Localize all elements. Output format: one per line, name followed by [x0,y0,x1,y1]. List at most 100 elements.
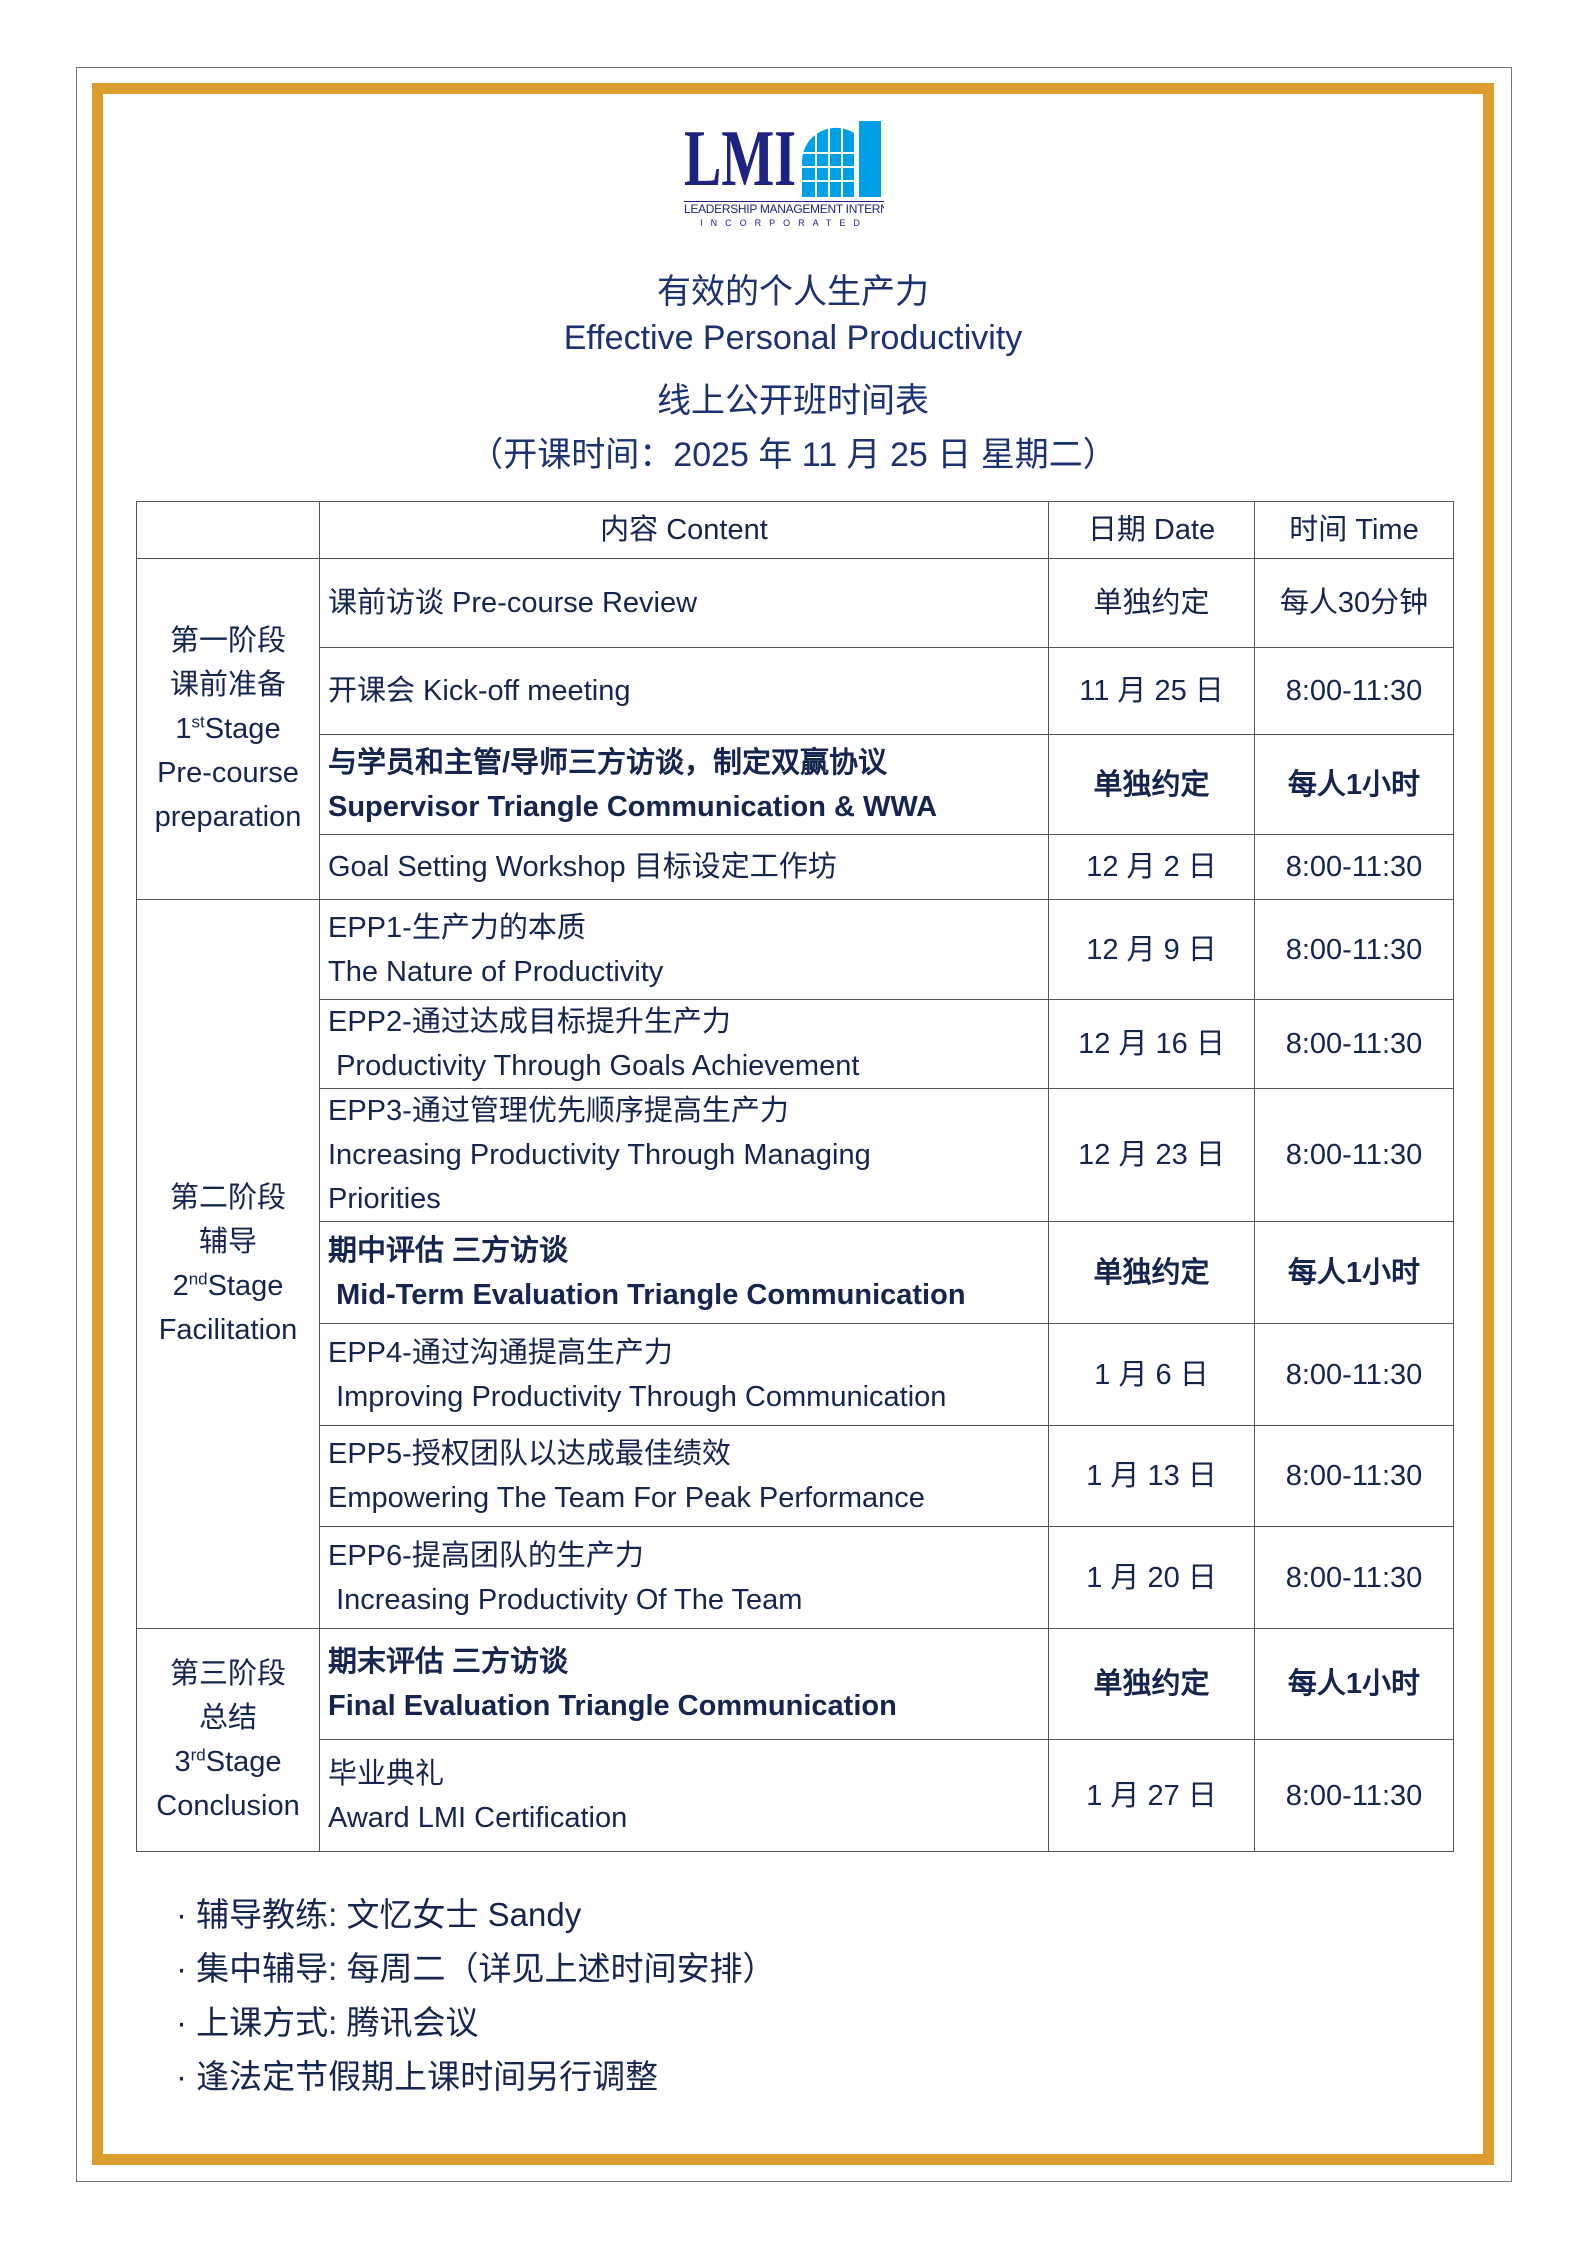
content-line1: 期中评估 三方访谈 [328,1234,569,1267]
title-chinese: 有效的个人生产力 [657,273,929,311]
date-cell: 12 月 16 日 [1048,999,1255,1089]
content-cell: 开课会 Kick-off meeting [319,647,1049,735]
stage-cn1: 第二阶段 [169,1182,286,1214]
time-cell: 8:00-11:30 [1254,1425,1454,1527]
content-line1: Goal Setting Workshop 目标设定工作坊 [328,851,837,883]
content-line2: Increasing Productivity Through Managing [328,1139,871,1171]
date-cell: 12 月 23 日 [1048,1088,1255,1222]
stage-number: 3rdStage [174,1745,282,1778]
page-outer-border [76,67,1512,2182]
time-cell: 8:00-11:30 [1254,1088,1454,1222]
time-cell: 8:00-11:30 [1254,999,1454,1089]
note-item: · 逢法定节假期上课时间另行调整 [176,2058,659,2095]
content-line1: 期末评估 三方访谈 [328,1646,569,1678]
stage-cell: 第三阶段 总结 3rdStage Conclusion [136,1628,320,1852]
content-line3: Priorities [328,1183,441,1215]
date-cell: 单独约定 [1048,558,1255,648]
note-item: · 上课方式: 腾讯会议 [176,2004,479,2041]
table-row: 第一阶段课前准备 1stStage Pre-course preparation 课前访… [136,558,1454,900]
start-date: （开课时间：2025 年 11 月 25 日 星期二） [469,436,1117,474]
content-cell: 期中评估 三方访谈 Mid-Term Evaluation Triangle C… [319,1221,1049,1324]
content-cell: 期末评估 三方访谈 Final Evaluation Triangle Commu… [319,1628,1049,1740]
stage-number: 1stStage [175,712,281,745]
content-cell: EPP2-通过达成目标提升生产力 Productivity Through Go… [319,999,1049,1089]
date-cell: 11 月 25 日 [1048,647,1255,735]
note-item: · 辅导教练: 文忆女士 Sandy [176,1896,582,1933]
table-row: EPP3-通过管理优先顺序提高生产力 Increasing Productivit… [137,1088,1454,1222]
content-line2: Productivity Through Goals Achievement [328,1050,860,1082]
date-cell: 1 月 20 日 [1048,1526,1255,1629]
time-cell: 每人1小时 [1254,734,1454,835]
content-line1: EPP2-通过达成目标提升生产力 [328,1006,731,1038]
table-row: EPP6-提高团队的生产力 Increasing Productivity Of… [137,1526,1454,1629]
content-line2: Final Evaluation Triangle Communication [328,1690,897,1722]
table-row: 毕业典礼 Award LMI Certification 1 月 27 日 8:00-… [137,1739,1454,1852]
subtitle: 线上公开班时间表 [657,382,929,420]
stage-en1: Facilitation [158,1314,298,1346]
stage-cn2: 辅导 [198,1226,257,1258]
note-item: · 集中辅导: 每周二（详见上述时间安排） [176,1950,776,1987]
stage-cn2: 总结 [198,1702,257,1734]
time-cell: 每人30分钟 [1254,558,1454,648]
content-line2: Award LMI Certification [328,1801,628,1834]
logo-incorporated: INCORPORATED [700,218,868,228]
date-cell: 1 月 13 日 [1048,1425,1255,1527]
table-header-row: 内容 Content 日期 Date 时间 Time [136,501,1454,559]
time-cell: 8:00-11:30 [1254,1526,1454,1629]
table-row: 开课会 Kick-off meeting 11 月 25 日 8:00-11:30 [137,647,1454,735]
stage-en1: Conclusion [156,1790,300,1822]
date-cell: 12 月 9 日 [1048,899,1255,1000]
content-line2: The Nature of Productivity [328,955,664,988]
title-english: Effective Personal Productivity [563,319,1023,357]
date-cell: 单独约定 [1048,1628,1255,1740]
content-cell: 与学员和主管/导师三方访谈，制定双赢协议 Supervisor Triangle … [319,734,1049,835]
lmi-logo: LMI LEADERSHIP MANAGEMENT INTERNATIONAL … [684,115,884,235]
stage-en1: Pre-course [157,757,299,789]
content-line1: 与学员和主管/导师三方访谈，制定双赢协议 [328,746,888,779]
time-cell: 每人1小时 [1254,1221,1454,1324]
table-row: 第二阶段辅导 2ndStage Facilitation EPP1-生产力的本质 The… [136,899,1454,1629]
date-cell: 单独约定 [1048,734,1255,835]
table-row: EPP2-通过达成目标提升生产力 Productivity Through Go… [137,999,1454,1089]
date-cell: 12 月 2 日 [1048,834,1255,900]
date-cell: 单独约定 [1048,1221,1255,1324]
column-header-content: 内容 Content [319,501,1049,559]
content-line1: EPP4-通过沟通提高生产力 [328,1336,673,1369]
stage-cn2: 课前准备 [169,669,286,701]
column-header-time: 时间 Time [1254,501,1454,559]
logo-company-name: LEADERSHIP MANAGEMENT INTERNATIONAL [684,201,884,217]
content-line1: 课前访谈 Pre-course Review [328,587,698,619]
content-line2: Improving Productivity Through Communica… [328,1380,947,1413]
date-cell: 1 月 27 日 [1048,1739,1255,1852]
time-cell: 每人1小时 [1254,1628,1454,1740]
stage-number: 2ndStage [172,1269,284,1302]
content-cell: EPP6-提高团队的生产力 Increasing Productivity Of… [319,1526,1049,1629]
stage-cell: 第一阶段课前准备 1stStage Pre-course preparation [136,558,320,900]
stage-en2: preparation [154,801,302,833]
content-line2: Mid-Term Evaluation Triangle Communicati… [328,1278,966,1311]
stage-cn1: 第一阶段 [169,625,286,657]
content-cell: EPP1-生产力的本质 The Nature of Productivity [319,899,1049,1000]
content-line1: EPP3-通过管理优先顺序提高生产力 [328,1095,789,1127]
content-cell: 课前访谈 Pre-course Review [319,558,1049,648]
date-cell: 1 月 6 日 [1048,1323,1255,1426]
stage-cell: 第二阶段辅导 2ndStage Facilitation [136,899,320,1629]
page-gold-frame [92,83,1494,2165]
content-cell: EPP3-通过管理优先顺序提高生产力 Increasing Productivit… [319,1088,1049,1222]
content-line2: Increasing Productivity Of The Team [328,1583,803,1616]
time-cell: 8:00-11:30 [1254,834,1454,900]
content-cell: 毕业典礼 Award LMI Certification [319,1739,1049,1852]
content-cell: EPP5-授权团队以达成最佳绩效 Empowering The Team For … [319,1425,1049,1527]
svg-text:LMI: LMI [684,115,796,201]
table-row: 期中评估 三方访谈 Mid-Term Evaluation Triangle C… [137,1221,1454,1324]
table-row: 与学员和主管/导师三方访谈，制定双赢协议 Supervisor Triangle … [137,734,1454,835]
lmi-logo-mark: LMI [684,115,881,201]
time-cell: 8:00-11:30 [1254,647,1454,735]
content-cell: Goal Setting Workshop 目标设定工作坊 [319,834,1049,900]
column-header-date: 日期 Date [1048,501,1255,559]
time-cell: 8:00-11:30 [1254,1739,1454,1852]
schedule-table: 内容 Content 日期 Date 时间 Time 第一阶段课前准备 1stSt… [136,501,1454,1852]
notes-list: · 辅导教练: 文忆女士 Sandy · 集中辅导: 每周二（详见上述时间安排）… [176,1888,776,2104]
table-row: Goal Setting Workshop 目标设定工作坊 12 月 2 日 8:0… [137,834,1454,900]
content-line1: EPP1-生产力的本质 [328,911,586,944]
